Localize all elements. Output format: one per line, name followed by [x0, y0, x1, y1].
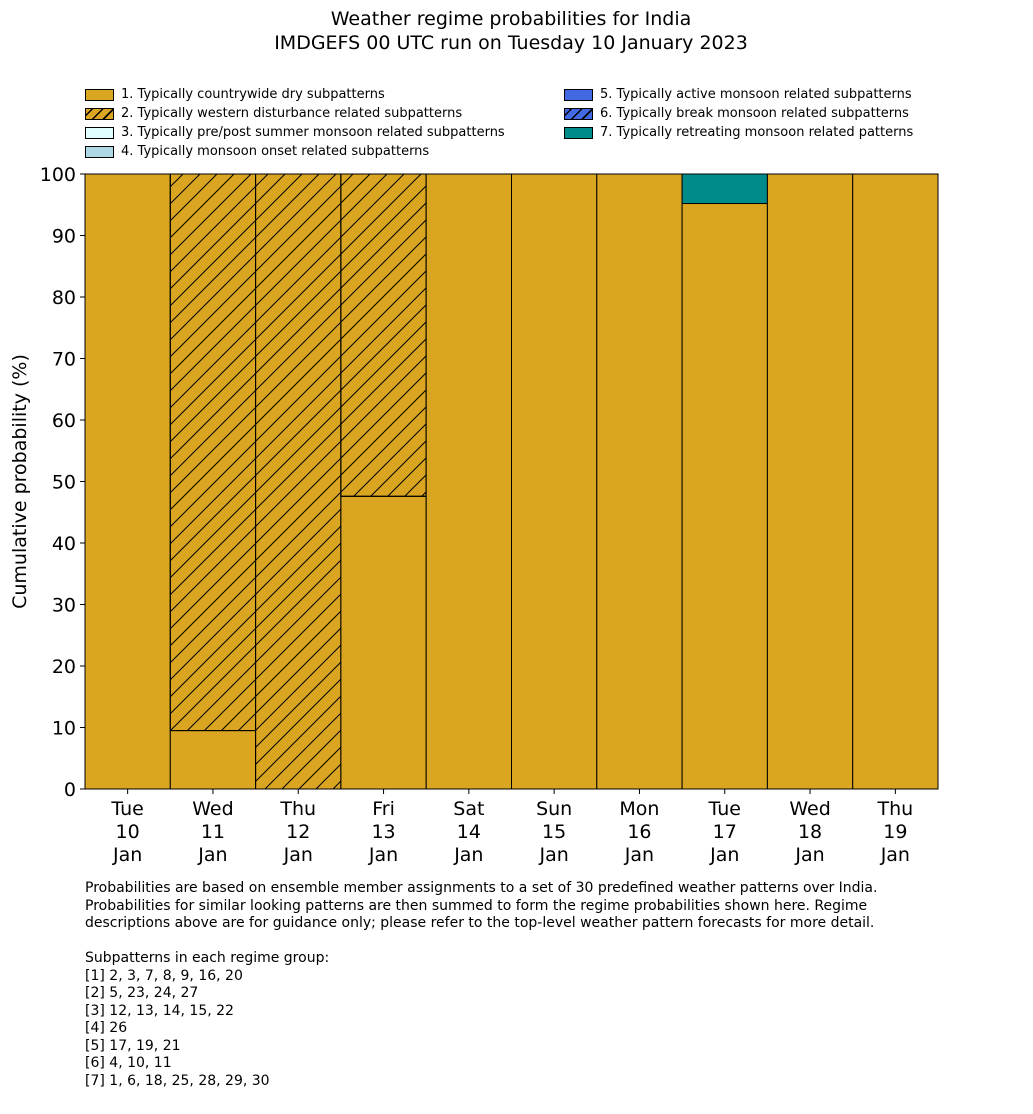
x-tick-label: Mon — [619, 798, 659, 820]
bar-hatch — [169, 173, 257, 732]
bar-segment — [425, 173, 513, 790]
x-tick-label: Jan — [283, 844, 313, 866]
x-tick-label: Wed — [192, 798, 233, 820]
note-line: [3] 12, 13, 14, 15, 22 — [85, 1002, 234, 1019]
x-tick-label: Jan — [539, 844, 569, 866]
x-tick-label: Jan — [197, 844, 227, 866]
x-tick-label: 10 — [116, 821, 140, 843]
x-tick-label: 12 — [286, 821, 310, 843]
y-tick-label: 10 — [52, 718, 76, 740]
note-line: Probabilities for similar looking patter… — [85, 897, 868, 914]
y-tick-label: 50 — [52, 472, 76, 494]
y-tick-label: 20 — [52, 656, 76, 678]
x-tick-label: Jan — [368, 844, 398, 866]
note-line: descriptions above are for guidance only… — [85, 915, 875, 931]
legend-label: 6. Typically break monsoon related subpa… — [600, 106, 909, 121]
y-tick-label: 80 — [52, 287, 76, 309]
x-tick-label: 16 — [627, 821, 651, 843]
note-line — [85, 933, 877, 951]
note-line: [5] 17, 19, 21 — [85, 1037, 181, 1054]
legend-item: 7. Typically retreating monsoon related … — [564, 125, 913, 140]
note-line: [2] 5, 23, 24, 27 — [85, 985, 199, 1001]
x-tick-label: 17 — [713, 821, 737, 843]
x-tick-label: Wed — [789, 798, 830, 820]
legend-label: 1. Typically countrywide dry subpatterns — [121, 87, 385, 102]
legend-label: 7. Typically retreating monsoon related … — [600, 125, 914, 140]
x-tick-label: Thu — [279, 798, 316, 820]
y-axis-label: Cumulative probability (%) — [9, 354, 31, 609]
x-tick-label: Jan — [709, 844, 739, 866]
bar-hatch — [340, 173, 427, 497]
note-line: [6] 4, 10, 11 — [85, 1055, 172, 1071]
legend-item: 6. Typically break monsoon related subpa… — [564, 106, 909, 121]
y-tick-label: 30 — [52, 595, 76, 617]
legend-swatch — [564, 126, 593, 139]
x-tick-label: Thu — [876, 798, 913, 820]
x-tick-label: 11 — [201, 821, 225, 843]
legend-label: 3. Typically pre/post summer monsoon rel… — [121, 125, 505, 140]
bar-segment — [596, 173, 683, 790]
bar-hatch — [255, 173, 342, 790]
x-tick-label: 14 — [457, 821, 481, 843]
legend-swatch — [564, 107, 593, 120]
bar-segment — [84, 173, 171, 790]
legend-item: 4. Typically monsoon onset related subpa… — [85, 144, 429, 159]
note-line: [4] 26 — [85, 1020, 128, 1036]
x-tick-label: Jan — [624, 844, 654, 866]
x-tick-label: Fri — [372, 798, 395, 820]
bar-segment — [681, 203, 768, 790]
y-tick-label: 90 — [52, 226, 76, 248]
legend-item: 2. Typically western disturbance related… — [85, 106, 462, 121]
legend-swatch — [85, 88, 114, 101]
y-tick-label: 40 — [52, 533, 76, 555]
legend-swatch — [85, 126, 114, 139]
x-tick-label: Tue — [110, 798, 143, 820]
note-line: Probabilities are based on ensemble memb… — [85, 880, 878, 896]
legend-item: 1. Typically countrywide dry subpatterns — [85, 87, 385, 102]
x-tick-label: Jan — [112, 844, 142, 866]
note-line: Subpatterns in each regime group: — [85, 950, 330, 966]
legend-swatch — [564, 88, 593, 101]
legend-item: 3. Typically pre/post summer monsoon rel… — [85, 125, 505, 140]
legend-label: 4. Typically monsoon onset related subpa… — [121, 144, 430, 159]
y-tick-label: 100 — [40, 164, 76, 186]
chart-title: Weather regime probabilities for India — [330, 8, 692, 30]
bar-segment — [511, 173, 598, 790]
plot-area: Tue10JanWed11JanThu12JanFri13JanSat14Jan… — [9, 164, 939, 866]
x-tick-label: Sun — [536, 798, 572, 820]
y-tick-label: 60 — [52, 410, 76, 432]
legend-swatch — [85, 145, 114, 158]
x-tick-label: 18 — [798, 821, 822, 843]
x-tick-label: Jan — [794, 844, 824, 866]
bar-segment — [766, 173, 854, 790]
x-tick-label: 19 — [883, 821, 907, 843]
x-tick-label: 13 — [371, 821, 395, 843]
bar-segment — [852, 173, 939, 790]
chart-subtitle: IMDGEFS 00 UTC run on Tuesday 10 January… — [274, 32, 748, 54]
bar-segment — [169, 730, 257, 790]
y-tick-label: 70 — [52, 349, 76, 371]
note-line: [1] 2, 3, 7, 8, 9, 16, 20 — [85, 967, 243, 984]
legend-label: 5. Typically active monsoon related subp… — [600, 87, 912, 102]
bar-segment — [681, 173, 768, 205]
legend-label: 2. Typically western disturbance related… — [121, 106, 463, 121]
x-tick-label: Tue — [708, 798, 741, 820]
x-tick-label: 15 — [542, 821, 566, 843]
x-tick-label: Jan — [453, 844, 483, 866]
y-tick-label: 0 — [64, 779, 76, 801]
legend-item: 5. Typically active monsoon related subp… — [564, 87, 912, 102]
legend-swatch — [85, 107, 114, 120]
note-line: [7] 1, 6, 18, 25, 28, 29, 30 — [85, 1072, 270, 1089]
bar-segment — [340, 495, 427, 790]
x-tick-label: Sat — [453, 798, 484, 820]
notes: Probabilities are based on ensemble memb… — [85, 880, 877, 1090]
x-tick-label: Jan — [880, 844, 910, 866]
